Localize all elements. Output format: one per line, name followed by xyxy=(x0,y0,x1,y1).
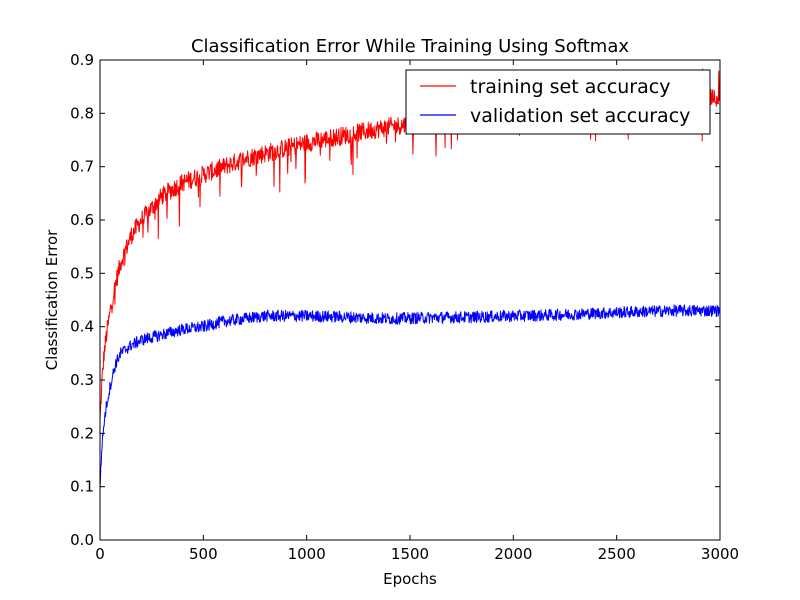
chart-title: Classification Error While Training Usin… xyxy=(191,36,629,57)
ticks-layer: 0 500 1000 1500 2000 2500 3000 0.0 0.1 0.2 0.3 0.4 0… xyxy=(70,51,739,563)
x-tick-label: 1000 xyxy=(288,545,326,563)
y-tick-label: 0.7 xyxy=(70,158,94,176)
y-axis-title: Classification Error xyxy=(43,229,61,370)
y-tick-label: 0.6 xyxy=(70,211,94,229)
x-axis-title: Epochs xyxy=(383,570,437,588)
y-tick-label: 0.1 xyxy=(70,478,94,496)
y-tick-label: 0.0 xyxy=(70,531,94,549)
y-tick-label: 0.3 xyxy=(70,371,94,389)
legend-label-validation: validation set accuracy xyxy=(470,105,690,127)
x-tick-label: 1500 xyxy=(391,545,429,563)
x-tick-label: 3000 xyxy=(701,545,739,563)
x-tick-label: 0 xyxy=(95,545,105,563)
y-tick-label: 0.4 xyxy=(70,318,94,336)
x-tick-label: 2500 xyxy=(598,545,636,563)
legend-box xyxy=(405,69,711,135)
legend-label-training: training set accuracy xyxy=(470,76,670,98)
y-tick-label: 0.9 xyxy=(70,51,94,69)
x-tick-label: 500 xyxy=(189,545,218,563)
y-tick-label: 0.8 xyxy=(70,104,94,122)
y-tick-label: 0.2 xyxy=(70,424,94,442)
y-tick-label: 0.5 xyxy=(70,264,94,282)
series-line-validation xyxy=(99,304,721,489)
x-tick-label: 2000 xyxy=(494,545,532,563)
legend: training set accuracy validation set acc… xyxy=(405,69,711,135)
